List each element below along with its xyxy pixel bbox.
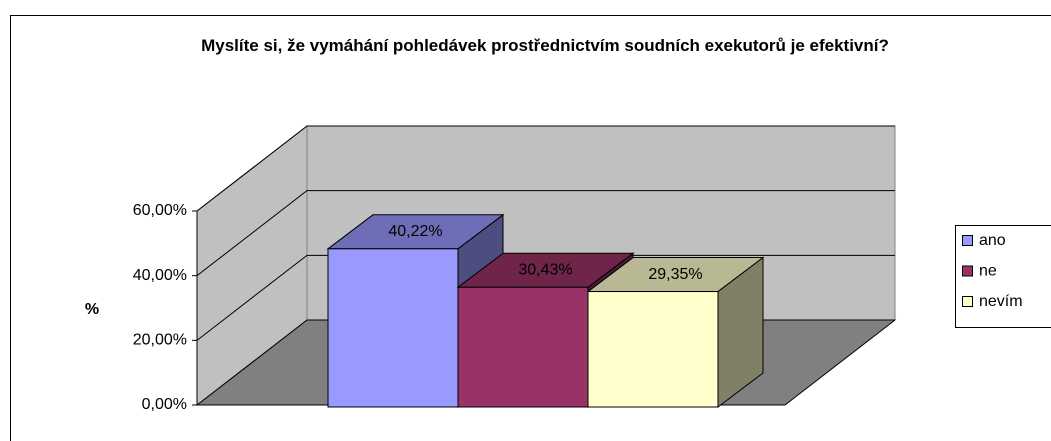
legend-swatch [962, 296, 973, 307]
y-tick-label: 40,00% [133, 267, 187, 284]
legend-swatch [962, 235, 973, 246]
bar [457, 286, 589, 408]
bar [327, 248, 459, 408]
legend-label: nevím [979, 293, 1023, 310]
y-tick-label: 0,00% [142, 396, 187, 413]
y-tick-label: 60,00% [133, 202, 187, 219]
bar [587, 291, 719, 408]
legend-label: ano [979, 232, 1006, 249]
y-tick-label: 20,00% [133, 332, 187, 349]
grid-line [196, 254, 895, 341]
y-axis-label: % [85, 301, 99, 318]
legend-label: ne [979, 263, 997, 280]
chart-border [10, 15, 1051, 441]
data-label: 30,43% [518, 262, 572, 279]
data-label: 29,35% [648, 266, 702, 283]
legend-swatch [962, 265, 973, 277]
data-label: 40,22% [388, 223, 442, 240]
grid-line [196, 190, 895, 277]
chart-title: Myslíte si, že vymáhání pohledávek prost… [201, 36, 889, 55]
grid-line [196, 125, 895, 212]
